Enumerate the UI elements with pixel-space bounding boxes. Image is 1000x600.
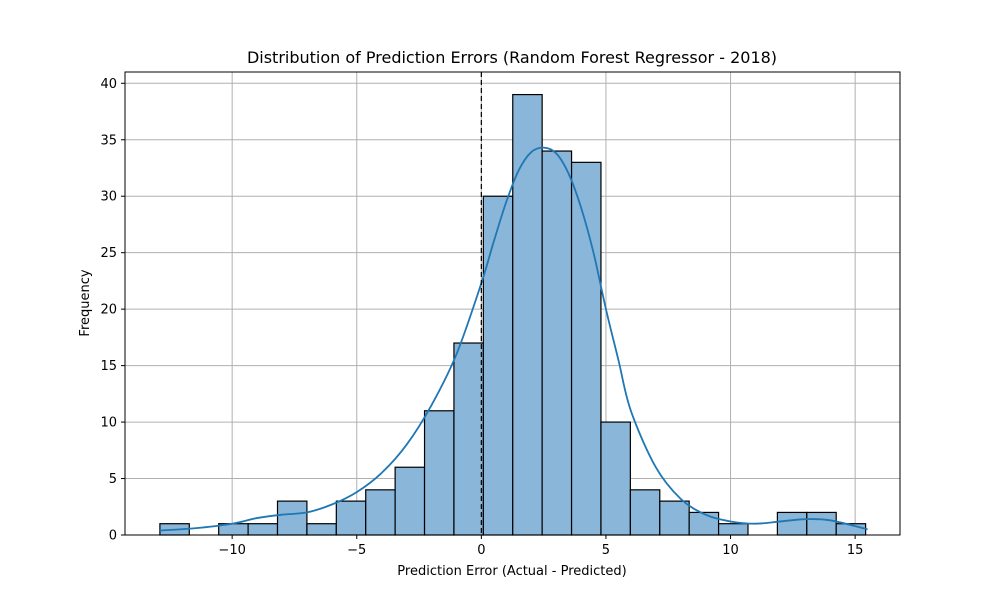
y-tick-label: 25 bbox=[100, 246, 117, 261]
histogram-bar bbox=[541, 150, 573, 536]
histogram-bar bbox=[629, 489, 661, 536]
x-tick-label: 10 bbox=[722, 543, 739, 558]
kde-curve-layer bbox=[159, 146, 868, 532]
histogram-bar bbox=[570, 161, 602, 536]
axis-ticks: −10 −5 0 5 10 15 0 5 10 15 20 25 30 35 40 bbox=[100, 77, 863, 558]
y-tick-label: 30 bbox=[100, 190, 117, 205]
y-tick-label: 15 bbox=[100, 359, 117, 374]
histogram-bar bbox=[453, 342, 484, 536]
y-tick-label: 10 bbox=[100, 416, 117, 431]
x-tick-label: −10 bbox=[218, 543, 245, 558]
x-tick-label: 15 bbox=[847, 543, 864, 558]
histogram-bar bbox=[335, 500, 367, 536]
histogram-bar bbox=[659, 500, 690, 536]
plot-frame bbox=[124, 71, 901, 536]
y-tick-label: 35 bbox=[100, 133, 117, 148]
histogram-bar bbox=[423, 410, 455, 536]
histogram-bar bbox=[717, 523, 749, 536]
x-tick-label: 0 bbox=[477, 543, 485, 558]
x-tick-label: 5 bbox=[602, 543, 610, 558]
histogram-bar bbox=[482, 195, 514, 536]
x-tick-label: −5 bbox=[347, 543, 366, 558]
chart-title: Distribution of Prediction Errors (Rando… bbox=[247, 48, 777, 67]
histogram-bar bbox=[512, 93, 543, 536]
histogram-bar bbox=[365, 489, 396, 536]
histogram-bar bbox=[600, 421, 631, 536]
kde-curve bbox=[159, 146, 868, 532]
y-tick-label: 40 bbox=[100, 77, 117, 92]
histogram-bars bbox=[159, 93, 867, 536]
histogram-bar bbox=[394, 466, 426, 536]
histogram-bar bbox=[247, 523, 279, 536]
y-tick-label: 5 bbox=[109, 472, 117, 487]
histogram-bar bbox=[806, 511, 837, 536]
histogram-bar bbox=[776, 511, 808, 536]
histogram-bar bbox=[276, 500, 308, 536]
y-tick-label: 0 bbox=[109, 529, 117, 544]
y-tick-label: 20 bbox=[100, 303, 117, 318]
x-axis-label: Prediction Error (Actual - Predicted) bbox=[397, 564, 626, 579]
histogram-bar bbox=[688, 511, 720, 536]
histogram-bar bbox=[306, 523, 337, 536]
y-axis-label: Frequency bbox=[78, 269, 93, 336]
